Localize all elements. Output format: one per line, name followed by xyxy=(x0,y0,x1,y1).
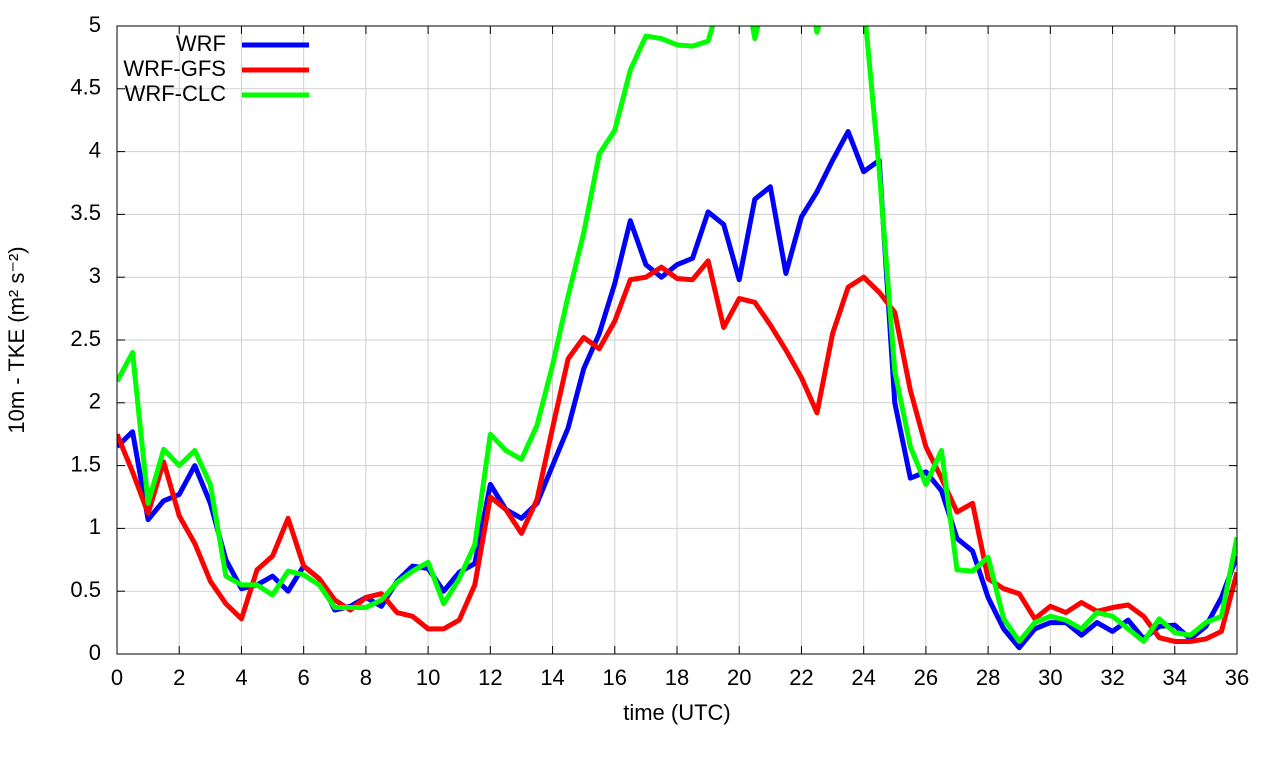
x-axis-label: time (UTC) xyxy=(623,700,731,725)
x-tick-label: 36 xyxy=(1225,665,1249,690)
x-tick-label: 24 xyxy=(851,665,875,690)
x-tick-label: 28 xyxy=(976,665,1000,690)
y-tick-label: 3 xyxy=(89,263,101,288)
x-tick-label: 26 xyxy=(914,665,938,690)
y-axis-label: 10m - TKE (m² s⁻²) xyxy=(4,246,29,433)
x-tick-label: 30 xyxy=(1038,665,1062,690)
x-tick-label: 12 xyxy=(478,665,502,690)
y-tick-label: 1.5 xyxy=(70,451,101,476)
data-line xyxy=(117,26,1237,644)
x-tick-label: 8 xyxy=(360,665,372,690)
y-tick-label: 1 xyxy=(89,514,101,539)
legend-label: WRF-CLC xyxy=(125,81,227,106)
x-tick-label: 4 xyxy=(235,665,247,690)
x-tick-label: 16 xyxy=(603,665,627,690)
y-tick-label: 4.5 xyxy=(70,75,101,100)
y-tick-label: 3.5 xyxy=(70,200,101,225)
x-tick-label: 20 xyxy=(727,665,751,690)
y-tick-label: 2 xyxy=(89,389,101,414)
y-tick-label: 0 xyxy=(89,640,101,665)
y-tick-label: 0.5 xyxy=(70,577,101,602)
data-line xyxy=(117,258,1237,644)
x-tick-label: 6 xyxy=(298,665,310,690)
y-tick-label: 5 xyxy=(89,12,101,37)
legend-label: WRF-GFS xyxy=(123,56,226,81)
x-tick-label: 22 xyxy=(789,665,813,690)
x-tick-label: 18 xyxy=(665,665,689,690)
x-tick-label: 32 xyxy=(1100,665,1124,690)
x-tick-label: 34 xyxy=(1163,665,1187,690)
legend-label: WRF xyxy=(176,31,226,56)
y-tick-label: 2.5 xyxy=(70,326,101,351)
x-tick-label: 2 xyxy=(173,665,185,690)
y-tick-label: 4 xyxy=(89,137,101,162)
x-tick-label: 14 xyxy=(540,665,564,690)
x-tick-label: 0 xyxy=(111,665,123,690)
x-tick-label: 10 xyxy=(416,665,440,690)
